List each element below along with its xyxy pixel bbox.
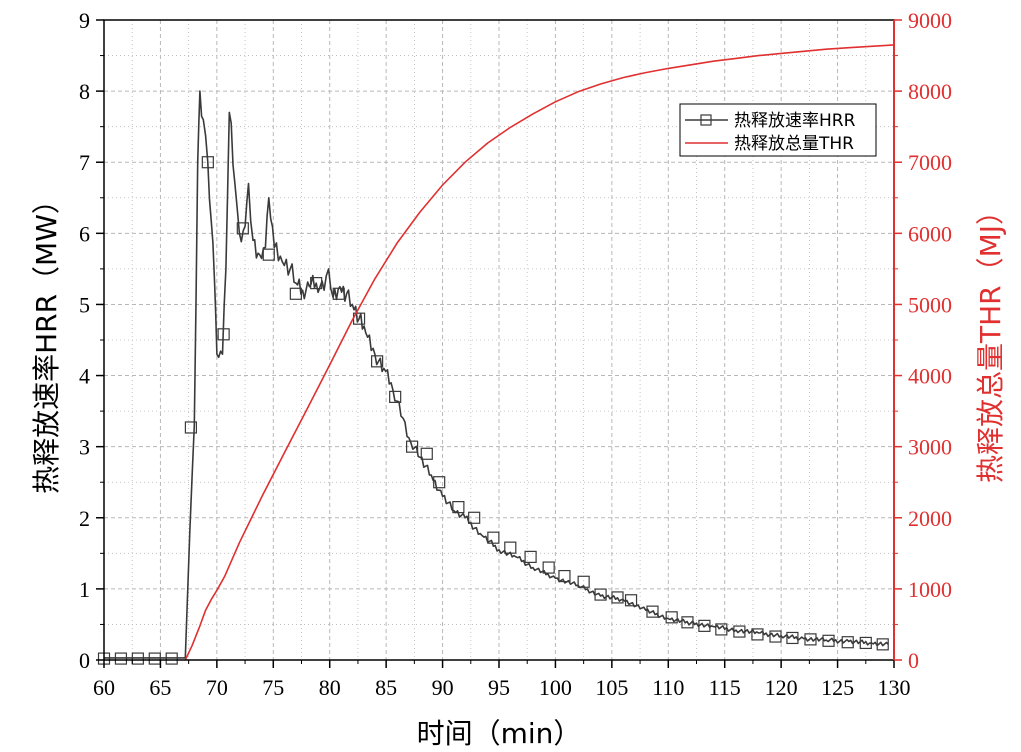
y-right-tick-label: 0 xyxy=(908,648,919,673)
x-tick-label: 130 xyxy=(878,675,911,700)
y-right-tick-label: 8000 xyxy=(908,79,952,104)
x-tick-label: 75 xyxy=(262,675,284,700)
x-tick-label: 100 xyxy=(539,675,572,700)
y-left-tick-label: 7 xyxy=(79,150,90,175)
y-left-axis-title: 热释放速率HRR（MW） xyxy=(30,186,63,494)
ticks: 60 65 70 75 80 85 90 95 100 105 110 115 120 125 130012… xyxy=(79,8,952,700)
hrr-data-point xyxy=(371,355,384,368)
thr-series-line xyxy=(184,44,895,661)
x-tick-label: 115 xyxy=(709,675,741,700)
hrr-data-point xyxy=(420,447,433,460)
hrr-data-point xyxy=(698,619,711,632)
y-right-tick-label: 9000 xyxy=(908,8,952,33)
hrr-data-point xyxy=(131,652,144,665)
hrr-series-line xyxy=(104,90,889,659)
y-left-tick-label: 3 xyxy=(79,435,90,460)
hrr-data-point xyxy=(681,616,694,629)
x-axis-title: 时间（min） xyxy=(417,717,582,750)
hrr-data-point xyxy=(769,630,782,643)
y-right-tick-label: 5000 xyxy=(908,292,952,317)
y-left-tick-label: 9 xyxy=(79,8,90,33)
hrr-data-point xyxy=(665,611,678,624)
hrr-data-point xyxy=(524,550,537,563)
hrr-data-point xyxy=(876,638,889,651)
x-tick-label: 125 xyxy=(821,675,854,700)
hrr-data-point xyxy=(542,561,555,574)
hrr-data-point xyxy=(217,328,230,341)
hrr-data-point xyxy=(733,625,746,638)
y-left-tick-label: 1 xyxy=(79,577,90,602)
y-right-axis-title: 热释放总量THR（MJ） xyxy=(974,197,1007,483)
hrr-data-point xyxy=(184,421,197,434)
y-left-tick-label: 6 xyxy=(79,221,90,246)
y-left-tick-label: 2 xyxy=(79,506,90,531)
y-left-tick-label: 5 xyxy=(79,292,90,317)
x-tick-label: 90 xyxy=(432,675,454,700)
hrr-data-point xyxy=(786,631,799,645)
y-right-tick-label: 6000 xyxy=(908,221,952,246)
x-tick-label: 85 xyxy=(375,675,397,700)
legend-hrr-label: 热释放速率HRR xyxy=(734,111,856,131)
hrr-data-point xyxy=(751,628,764,641)
x-tick-label: 80 xyxy=(319,675,341,700)
hrr-data-point xyxy=(558,569,571,583)
x-tick-label: 95 xyxy=(488,675,510,700)
hrr-data-point xyxy=(504,541,517,554)
y-right-tick-label: 2000 xyxy=(908,506,952,531)
hrr-data-point xyxy=(236,222,249,235)
hrr-data-point xyxy=(114,652,128,665)
legend-box xyxy=(679,103,877,157)
hrr-data-point xyxy=(804,633,817,646)
y-left-tick-label: 8 xyxy=(79,79,90,104)
x-tick-label: 60 xyxy=(93,675,115,700)
x-tick-label: 65 xyxy=(149,675,171,700)
hrr-data-point xyxy=(262,248,275,261)
hrr-data-point xyxy=(148,652,161,665)
y-right-tick-label: 7000 xyxy=(908,150,952,175)
hrr-data-point xyxy=(452,501,465,514)
hrr-data-point xyxy=(310,277,323,290)
y-right-tick-label: 1000 xyxy=(908,577,952,602)
series-layer xyxy=(97,44,895,665)
hrr-data-point xyxy=(822,634,835,647)
y-left-tick-label: 0 xyxy=(79,648,90,673)
legend: 热释放速率HRR 热释放总量THR xyxy=(679,103,877,157)
hrr-data-point xyxy=(841,636,854,649)
hrr-data-point xyxy=(165,652,178,665)
legend-hrr-marker xyxy=(700,114,712,126)
hrr-data-point xyxy=(594,588,607,601)
hrr-data-point xyxy=(201,156,214,169)
hrr-data-point xyxy=(433,476,446,489)
y-right-tick-label: 4000 xyxy=(908,364,952,389)
y-left-tick-label: 4 xyxy=(79,364,90,389)
legend-thr-label: 热释放总量THR xyxy=(734,134,854,154)
hrr-data-point xyxy=(577,575,590,588)
hrr-data-point xyxy=(611,591,624,604)
y-right-tick-label: 3000 xyxy=(908,435,952,460)
x-tick-label: 70 xyxy=(206,675,228,700)
hrr-data-point xyxy=(646,605,659,618)
hrr-data-point xyxy=(624,594,638,607)
hrr-data-point xyxy=(715,623,728,636)
hrr-data-point xyxy=(406,440,419,453)
hrr-data-point xyxy=(332,287,345,300)
hrr-data-point xyxy=(468,511,481,524)
x-tick-label: 120 xyxy=(765,675,798,700)
hrr-data-point xyxy=(487,531,500,544)
x-tick-label: 105 xyxy=(595,675,628,700)
x-tick-label: 110 xyxy=(652,675,684,700)
hrr-data-point xyxy=(859,636,872,650)
hrr-data-point xyxy=(289,287,302,300)
hrr-data-point xyxy=(389,390,402,403)
